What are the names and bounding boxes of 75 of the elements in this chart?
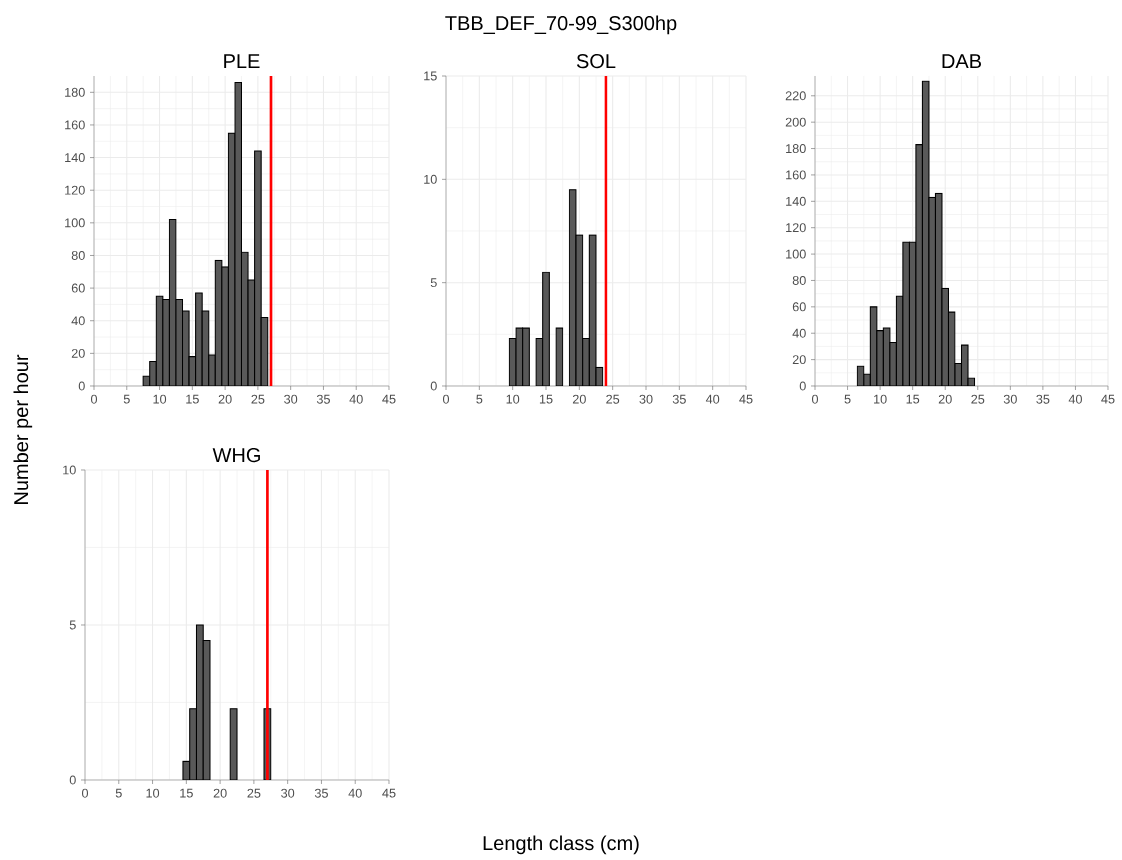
x-tick-label: 40 [348,788,362,798]
y-tick-label: 160 [65,120,85,130]
x-tick-label: 0 [90,394,98,404]
x-tick-label: 30 [281,788,295,798]
y-tick-label: 0 [69,775,76,785]
x-tick-label: 15 [539,394,553,404]
y-tick-label: 200 [785,117,806,127]
x-tick-label: 10 [153,394,167,404]
y-tick-label: 20 [71,348,85,358]
y-tick-label: 180 [65,87,85,97]
x-tick-label: 45 [1101,394,1115,404]
y-tick-label: 15 [424,71,437,81]
x-tick-label: 25 [971,394,985,404]
y-tick-label: 40 [792,328,806,338]
y-tick-label: 0 [799,381,806,391]
x-tick-label: 25 [251,394,265,404]
x-tick-label: 20 [213,788,227,798]
x-tick-label: 25 [606,394,620,404]
y-tick-label: 140 [786,196,806,206]
x-tick-label: 10 [506,394,520,404]
chart-title: PLE [224,54,260,68]
x-tick-label: 30 [639,394,653,404]
y-tick-label: 100 [786,249,806,259]
y-tick-label: 40 [71,316,85,326]
x-tick-label: 30 [1003,394,1017,404]
y-tick-label: 140 [65,153,85,163]
x-tick-label: 5 [123,394,130,404]
x-tick-label: 40 [349,394,363,404]
x-tick-label: 35 [314,788,328,798]
y-tick-label: 0 [78,381,85,391]
x-tick-label: 45 [382,394,396,404]
x-tick-label: 40 [705,394,720,404]
x-tick-label: 45 [382,788,396,798]
x-tick-label: 45 [739,394,753,404]
x-axis-title: Length class (cm) [483,835,639,855]
x-tick-label: 5 [844,394,851,404]
x-tick-label: 35 [316,394,330,404]
y-axis-title: Number per hour [13,354,33,504]
x-tick-label: 15 [180,788,193,798]
x-tick-label: 0 [442,394,450,404]
y-tick-label: 0 [430,381,437,391]
x-tick-label: 35 [1036,394,1050,404]
y-tick-label: 220 [785,91,806,101]
y-tick-label: 5 [69,620,76,630]
y-tick-label: 160 [786,170,806,180]
y-tick-label: 5 [430,278,437,288]
y-tick-label: 120 [65,185,85,195]
x-tick-label: 5 [476,394,483,404]
y-tick-label: 80 [792,275,806,285]
x-tick-label: 35 [672,394,686,404]
x-tick-label: 0 [811,394,819,404]
x-tick-label: 5 [115,788,122,798]
x-tick-label: 20 [218,394,232,404]
x-tick-label: 15 [186,394,199,404]
x-tick-label: 25 [247,788,261,798]
y-tick-label: 10 [424,174,437,184]
y-tick-label: 80 [71,250,85,260]
y-tick-label: 180 [786,144,806,154]
y-tick-label: 100 [65,218,85,228]
text: TBB_DEF_70-99_S300hp [445,15,677,35]
chart-title: SOL [576,54,616,69]
x-tick-label: 20 [572,394,586,404]
chart-title: DAB [942,54,981,68]
x-tick-label: 40 [1068,394,1082,404]
y-tick-label: 20 [792,355,806,365]
x-tick-label: 20 [938,394,952,404]
chart-title: WHG [212,448,260,463]
y-tick-label: 10 [63,465,76,475]
x-tick-label: 15 [906,394,920,404]
x-tick-label: 10 [146,788,160,798]
y-tick-label: 60 [71,283,85,293]
y-tick-label: 120 [786,223,806,233]
x-tick-label: 30 [284,394,298,404]
y-tick-label: 60 [792,302,806,312]
x-tick-label: 10 [874,394,887,404]
